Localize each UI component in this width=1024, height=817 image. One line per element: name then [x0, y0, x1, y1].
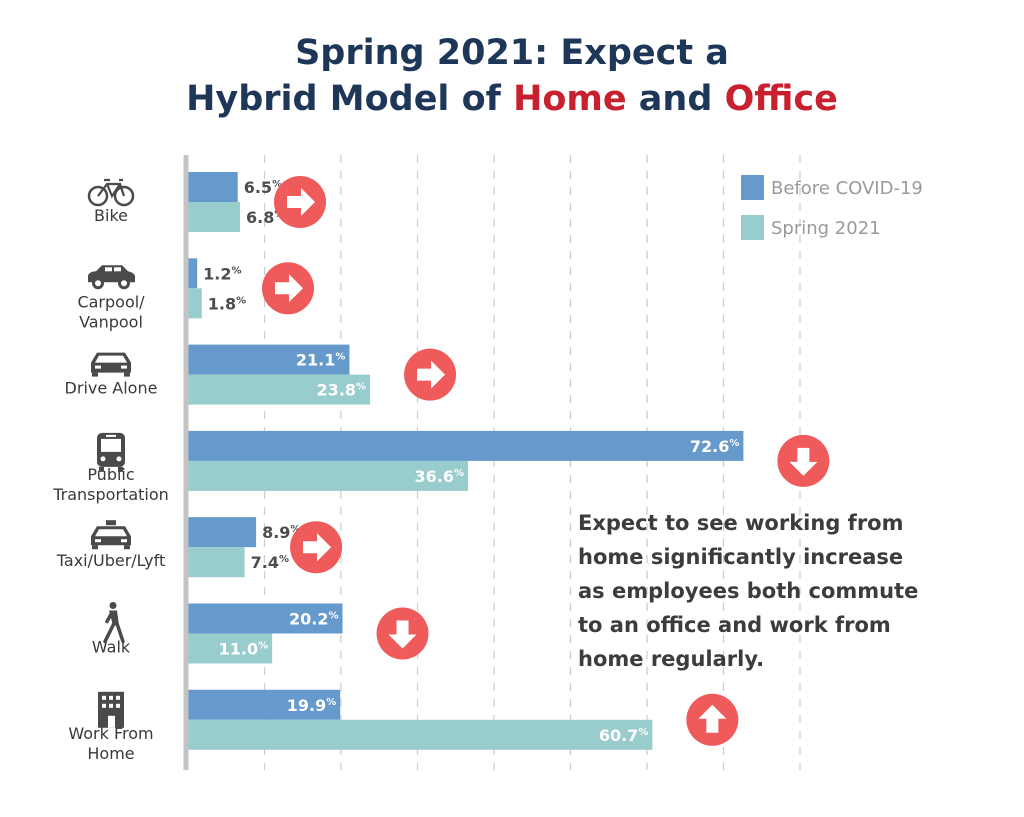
bar	[188, 603, 343, 634]
annotation-line: home significantly increase	[578, 545, 904, 569]
bar-value-label: 21.1%	[296, 351, 346, 370]
legend: Before COVID-19 Spring 2021	[741, 175, 923, 240]
category-row: 6.5%6.8%Bike	[94, 172, 284, 232]
bar-value-label: 36.6%	[414, 467, 464, 486]
trend-arrow-down-icon	[777, 434, 830, 487]
bar	[188, 547, 245, 578]
bar-value-label: 1.2%	[203, 264, 241, 283]
bar	[188, 172, 238, 202]
title-highlight-home: Home	[513, 79, 627, 119]
category-label: Taxi/Uber/Lyft	[56, 551, 165, 570]
trend-arrow-down-icon	[376, 607, 429, 660]
bike-icon	[87, 178, 135, 207]
bar-value-label: 8.9%	[262, 523, 300, 542]
title-text: Hybrid Model of	[186, 79, 514, 119]
chart-title: Spring 2021: Expect a Hybrid Model of Ho…	[0, 30, 1024, 122]
bar-value-label: 1.8%	[208, 294, 246, 313]
category-label: Public	[87, 465, 134, 484]
title-text: Spring 2021: Expect a	[295, 33, 729, 73]
category-label: Vanpool	[79, 312, 143, 331]
trend-arrow-right-icon	[290, 521, 343, 574]
bar	[188, 719, 653, 750]
title-line-2: Hybrid Model of Home and Office	[0, 76, 1024, 122]
annotation-line: to an office and work from	[578, 613, 891, 637]
bus-icon	[97, 432, 125, 472]
annotation-line: home regularly.	[578, 647, 765, 671]
car-front-icon	[91, 352, 131, 377]
trend-arrow-right-icon	[274, 176, 327, 228]
category-label: Carpool/	[77, 292, 145, 311]
bar	[188, 344, 350, 375]
bar-value-label: 60.7%	[599, 726, 649, 745]
bar	[188, 517, 257, 548]
annotation-text: Expect to see working from home signific…	[578, 506, 968, 676]
category-label: Transportation	[52, 485, 169, 504]
category-label: Walk	[92, 638, 131, 657]
bar	[188, 430, 744, 461]
category-label: Bike	[94, 206, 128, 225]
category-label: Drive Alone	[65, 379, 158, 398]
category-row: 21.1% 23.8% Drive Alone	[65, 344, 371, 405]
trend-arrow-right-icon	[262, 262, 314, 315]
trend-arrow-up-icon	[686, 693, 739, 746]
category-label: Home	[87, 744, 134, 763]
category-row: 20.2% 11.0% Walk	[92, 603, 343, 664]
legend-label: Spring 2021	[771, 218, 881, 239]
bar-value-label: 72.6%	[690, 437, 740, 456]
car-icon	[88, 265, 135, 290]
bar	[188, 258, 198, 289]
bar-value-label: 11.0%	[219, 640, 269, 659]
annotation-line: Expect to see working from	[578, 511, 904, 535]
house-icon	[98, 691, 124, 728]
bar	[188, 288, 202, 319]
legend-swatch	[741, 175, 764, 200]
bar	[188, 633, 273, 664]
taxi-icon	[91, 520, 131, 550]
title-text: and	[626, 79, 725, 119]
bar-value-label: 6.5%	[244, 178, 282, 197]
category-row: 1.2% 1.8% Carpool/Vanpool	[77, 258, 246, 331]
annotation-line: as employees both commute	[578, 579, 919, 603]
bar-value-label: 7.4%	[251, 553, 289, 572]
bar	[188, 689, 341, 720]
title-highlight-office: Office	[724, 79, 838, 119]
bar	[188, 374, 371, 405]
bar-value-label: 20.2%	[289, 610, 339, 629]
legend-swatch	[741, 215, 764, 240]
bar-value-label: 19.9%	[287, 696, 337, 715]
bar	[188, 202, 241, 232]
bar	[188, 460, 468, 491]
trend-arrow-right-icon	[404, 348, 457, 401]
category-row: 8.9% 7.4% Taxi/Uber/Lyft	[56, 517, 300, 578]
walker-icon	[103, 602, 125, 644]
category-label: Work From	[68, 724, 153, 743]
bar-value-label: 23.8%	[317, 381, 367, 400]
title-line-1: Spring 2021: Expect a	[0, 30, 1024, 76]
legend-label: Before COVID-19	[771, 178, 923, 199]
